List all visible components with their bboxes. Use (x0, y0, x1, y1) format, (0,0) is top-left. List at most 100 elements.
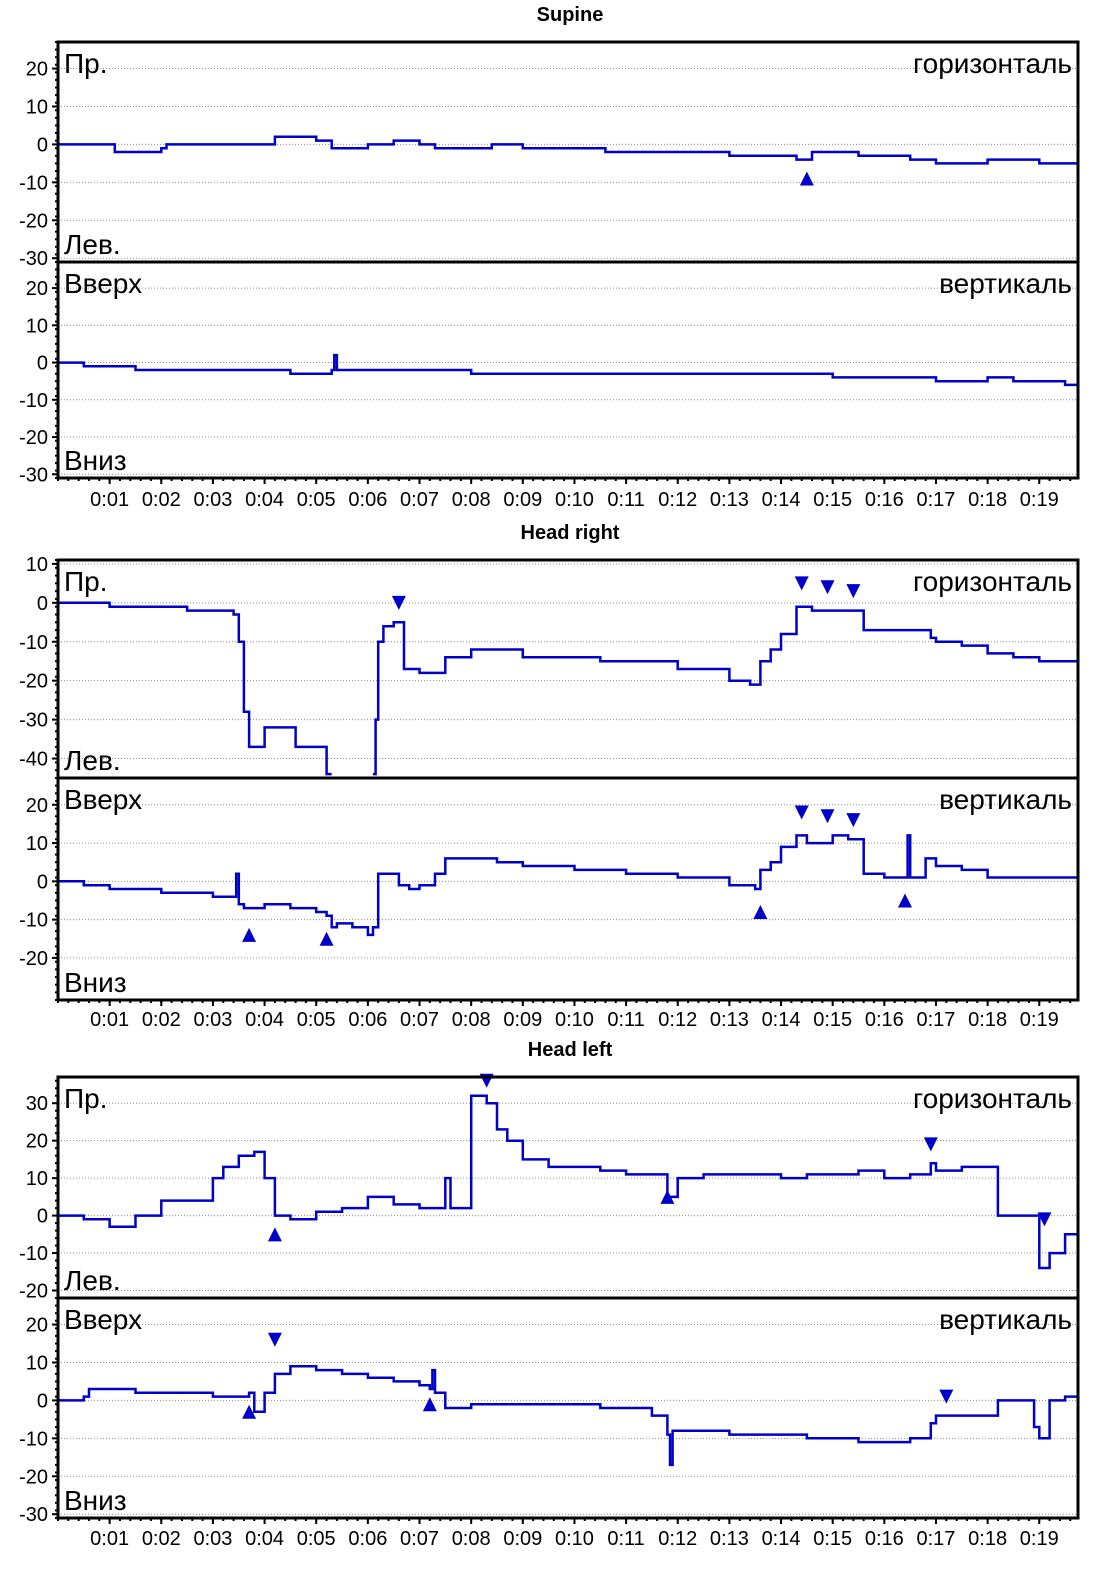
y-tick-label: -10 (19, 910, 48, 932)
x-tick-label: 0:04 (245, 1009, 284, 1031)
panel-horizontal: 20 10 0 -10 -20 -30 Пр. Лев. горизонталь (19, 40, 1080, 270)
y-tick-label: -30 (19, 248, 48, 270)
x-tick-label: 0:19 (1020, 1009, 1059, 1031)
x-tick-label: 0:08 (452, 1528, 491, 1550)
marker-down (939, 1389, 954, 1404)
bottom-label: Вниз (64, 967, 127, 998)
top-label: Пр. (64, 1083, 107, 1114)
y-tick-label: 0 (37, 1390, 48, 1412)
marker-down (1037, 1212, 1052, 1227)
chart-title: Supine (537, 4, 604, 26)
x-tick-label: 0:09 (503, 1528, 542, 1550)
y-tick-label: -30 (19, 464, 48, 486)
marker-up (242, 1404, 257, 1419)
x-tick-label: 0:16 (865, 489, 904, 511)
panel-name: вертикаль (939, 268, 1072, 299)
series-line (58, 353, 1078, 387)
y-tick-label: 20 (26, 795, 48, 817)
y-tick-label: -20 (19, 671, 48, 693)
marker-down (820, 809, 835, 824)
x-tick-label: 0:14 (762, 489, 801, 511)
x-tick-label: 0:16 (865, 1009, 904, 1031)
x-tick-label: 0:14 (762, 1528, 801, 1550)
x-tick-label: 0:17 (917, 1528, 956, 1550)
x-tick-label: 0:10 (555, 489, 594, 511)
panel-vertical: 20 10 0 -10 -20 -30 Вверх Вниз вертикаль (19, 260, 1080, 486)
y-tick-label: 10 (26, 315, 48, 337)
x-tick-label: 0:07 (400, 1528, 439, 1550)
top-label: Вверх (64, 268, 142, 299)
chart-2: Head left 30 20 10 0 -10 -20 Пр. Лев. горизонталь… (19, 1039, 1080, 1550)
x-tick-label: 0:03 (193, 1009, 232, 1031)
marker-up (799, 171, 814, 186)
panel-horizontal: 30 20 10 0 -10 -20 Пр. Лев. горизонталь (19, 1073, 1080, 1303)
x-tick-label: 0:15 (813, 489, 852, 511)
series-line (58, 135, 1078, 165)
marker-up (753, 904, 768, 919)
x-tick-label: 0:19 (1020, 1528, 1059, 1550)
marker-up (319, 931, 334, 946)
bottom-label: Лев. (64, 229, 121, 260)
x-tick-label: 0:02 (142, 1009, 181, 1031)
y-tick-label: 20 (26, 1315, 48, 1337)
marker-up (897, 893, 912, 908)
y-tick-label: 10 (26, 1168, 48, 1190)
panel-frame (56, 260, 1080, 480)
y-tick-label: 0 (37, 134, 48, 156)
x-tick-label: 0:01 (90, 489, 129, 511)
y-tick-label: -10 (19, 390, 48, 412)
y-tick-label: 10 (26, 1352, 48, 1374)
chart-0: Supine20100-10-20-30Пр.Лев.горизонталь20… (19, 4, 1080, 511)
y-tick-label: -20 (19, 210, 48, 232)
x-tick-label: 0:06 (348, 1009, 387, 1031)
x-tick-label: 0:12 (658, 489, 697, 511)
y-tick-label: 0 (37, 1206, 48, 1228)
x-tick-label: 0:13 (710, 1009, 749, 1031)
top-label: Пр. (64, 48, 107, 79)
bottom-label: Вниз (64, 1485, 127, 1516)
x-tick-label: 0:02 (142, 1528, 181, 1550)
panel-name: вертикаль (939, 784, 1072, 815)
y-tick-label: -20 (19, 1466, 48, 1488)
y-tick-label: -40 (19, 749, 48, 771)
marker-up (242, 927, 257, 942)
x-tick-label: 0:04 (245, 489, 284, 511)
panel-name: вертикаль (939, 1304, 1072, 1335)
y-tick-label: -10 (19, 632, 48, 654)
y-tick-label: 10 (26, 554, 48, 576)
marker-down (794, 576, 809, 591)
marker-down (923, 1137, 938, 1152)
x-tick-label: 0:18 (968, 1009, 1007, 1031)
x-tick-label: 0:11 (607, 1528, 644, 1550)
x-tick-label: 0:06 (348, 1528, 387, 1550)
x-tick-label: 0:02 (142, 489, 181, 511)
x-tick-label: 0:01 (90, 1009, 129, 1031)
y-tick-label: 20 (26, 1131, 48, 1153)
marker-down (391, 595, 406, 610)
x-tick-label: 0:09 (503, 489, 542, 511)
y-tick-label: -30 (19, 1504, 48, 1526)
x-tick-label: 0:06 (348, 489, 387, 511)
panel-horizontal: 10 0 -10 -20 -30 -40 Пр. Лев. горизонталь (19, 554, 1080, 780)
y-tick-label: 20 (26, 278, 48, 300)
top-label: Вверх (64, 1304, 142, 1335)
x-tick-label: 0:16 (865, 1528, 904, 1550)
panel-name: горизонталь (913, 1083, 1072, 1114)
x-tick-label: 0:05 (297, 1009, 336, 1031)
marker-up (267, 1227, 282, 1242)
chart-title: Head right (521, 522, 620, 544)
y-tick-label: -20 (19, 427, 48, 449)
x-tick-label: 0:14 (762, 1009, 801, 1031)
x-tick-label: 0:07 (400, 1009, 439, 1031)
series-line (373, 605, 1078, 776)
x-tick-label: 0:01 (90, 1528, 129, 1550)
chart-title: Head left (528, 1039, 613, 1061)
x-tick-label: 0:11 (607, 1009, 644, 1031)
y-tick-label: 10 (26, 833, 48, 855)
y-tick-label: 0 (37, 353, 48, 375)
x-tick-label: 0:13 (710, 489, 749, 511)
x-tick-label: 0:03 (193, 489, 232, 511)
y-tick-label: -10 (19, 1428, 48, 1450)
y-tick-label: -30 (19, 710, 48, 732)
